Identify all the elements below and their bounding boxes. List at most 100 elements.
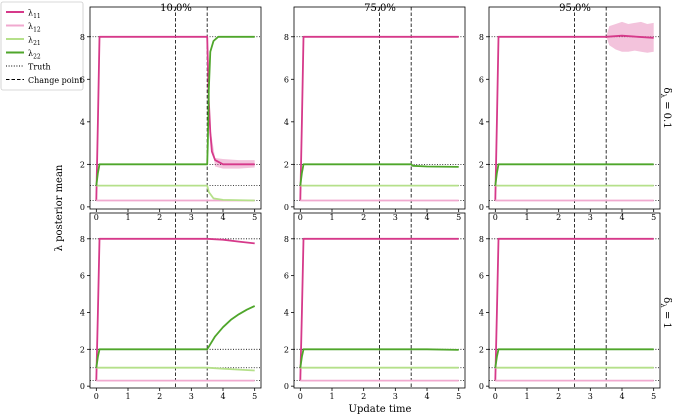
x-tick-label: 1 (329, 213, 334, 222)
x-tick-label: 0 (94, 213, 99, 222)
x-tick-label: 2 (361, 392, 366, 401)
series-l21 (96, 184, 255, 202)
y-tick-label: 6 (284, 272, 289, 281)
x-tick-label: 5 (651, 392, 656, 401)
x-tick-label: 2 (361, 213, 366, 222)
y-tick-label: 0 (284, 382, 289, 391)
series-l11 (299, 35, 459, 201)
series-l11 (95, 35, 255, 201)
y-tick-label: 2 (479, 345, 484, 354)
legend-frame (0, 1, 84, 91)
y-tick-label: 2 (80, 160, 85, 169)
y-tick-label: 0 (80, 382, 85, 391)
x-tick-label: 4 (619, 213, 624, 222)
x-tick-label: 5 (456, 213, 461, 222)
x-tick-label: 2 (556, 392, 561, 401)
y-tick-label: 6 (80, 75, 85, 84)
y-tick-label: 8 (479, 33, 484, 42)
series-l11 (299, 237, 459, 381)
y-tick-label: 0 (479, 382, 484, 391)
y-tick-label: 8 (479, 235, 484, 244)
axes-frame (89, 212, 262, 389)
x-tick-label: 3 (189, 213, 194, 222)
panel-r1-c2: 0 1 2 3 4 5 0 2 4 6 8 (284, 6, 466, 222)
y-tick-label: 2 (80, 345, 85, 354)
x-tick-label: 2 (556, 213, 561, 222)
y-tick-label: 2 (284, 160, 289, 169)
y-tick-label: 0 (284, 203, 289, 212)
axes-frame (488, 6, 661, 210)
x-axis-label: Update time (349, 404, 412, 415)
y-tick-label: 4 (284, 118, 289, 127)
x-tick-label: 4 (424, 392, 429, 401)
x-tick-label: 5 (252, 213, 257, 222)
y-tick-label: 4 (479, 118, 484, 127)
panel-r1-c3: 0 1 2 3 4 5 0 2 4 6 8 (479, 6, 661, 222)
y-tick-label: 6 (479, 272, 484, 281)
legend-label-truth: Truth (28, 63, 51, 72)
column-title-1: 10.0% (160, 3, 192, 14)
axes-frame (488, 212, 661, 389)
panel-r1-c1: 0 1 2 3 4 5 0 2 4 6 8 (80, 6, 262, 222)
band-l11 (207, 36, 255, 169)
x-tick-label: 2 (157, 213, 162, 222)
y-tick-label: 4 (80, 118, 85, 127)
x-tick-label: 0 (94, 392, 99, 401)
x-tick-label: 0 (493, 392, 498, 401)
panel-r2-c3: 0 1 2 3 4 5 0 2 4 6 8 (479, 212, 661, 401)
legend-label-l12: λ12 (28, 22, 41, 34)
column-title-3: 95.0% (559, 3, 591, 14)
x-tick-label: 0 (493, 213, 498, 222)
y-tick-label: 6 (479, 75, 484, 84)
x-tick-label: 1 (524, 392, 529, 401)
x-tick-label: 3 (393, 392, 398, 401)
x-tick-label: 5 (651, 213, 656, 222)
x-tick-label: 5 (456, 392, 461, 401)
y-tick-label: 8 (80, 33, 85, 42)
x-tick-label: 1 (125, 213, 130, 222)
y-tick-label: 0 (479, 203, 484, 212)
y-tick-label: 8 (80, 235, 85, 244)
axes-frame (89, 6, 262, 210)
x-tick-label: 4 (220, 392, 225, 401)
x-tick-label: 3 (588, 392, 593, 401)
x-tick-label: 4 (619, 392, 624, 401)
x-tick-label: 3 (588, 213, 593, 222)
axes-frame (293, 212, 466, 389)
series-l22 (299, 348, 459, 368)
y-axis-label: λ posterior mean (54, 164, 65, 251)
x-tick-label: 2 (157, 392, 162, 401)
x-tick-label: 3 (393, 213, 398, 222)
series-l22 (494, 348, 654, 368)
series-l11 (494, 34, 654, 201)
x-tick-label: 4 (220, 213, 225, 222)
y-tick-label: 2 (479, 160, 484, 169)
band-l11 (606, 21, 654, 53)
legend-label-l11: λ11 (28, 9, 41, 21)
series-l21 (96, 366, 255, 372)
y-tick-label: 8 (284, 33, 289, 42)
y-tick-label: 4 (80, 308, 85, 317)
x-tick-label: 1 (125, 392, 130, 401)
x-tick-label: 5 (252, 392, 257, 401)
x-tick-label: 0 (298, 392, 303, 401)
y-tick-label: 6 (80, 272, 85, 281)
y-tick-label: 6 (284, 75, 289, 84)
y-tick-label: 2 (284, 345, 289, 354)
legend-label-change: Change point (28, 76, 83, 85)
y-tick-label: 8 (284, 235, 289, 244)
x-tick-label: 3 (189, 392, 194, 401)
x-tick-label: 1 (524, 213, 529, 222)
series-l22 (95, 35, 255, 186)
axes-frame (293, 6, 466, 210)
x-tick-label: 0 (298, 213, 303, 222)
x-tick-label: 4 (424, 213, 429, 222)
y-tick-label: 4 (479, 308, 484, 317)
y-tick-label: 0 (80, 203, 85, 212)
panel-r2-c2: 0 1 2 3 4 5 0 2 4 6 8 (284, 212, 466, 401)
row-label-1: δλ = 0.1 (659, 87, 672, 128)
y-tick-label: 4 (284, 308, 289, 317)
series-l22 (299, 163, 459, 186)
